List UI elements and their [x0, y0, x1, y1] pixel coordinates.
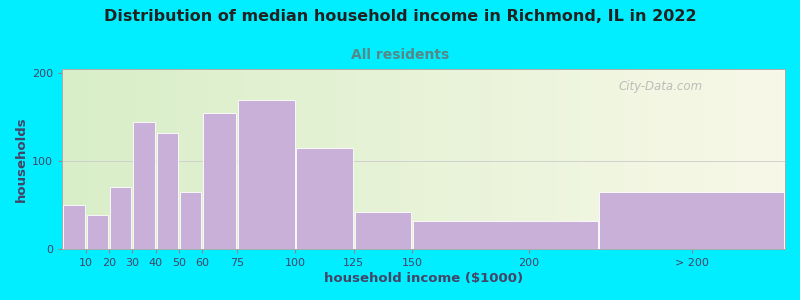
Bar: [354, 212, 411, 249]
Bar: [203, 113, 236, 249]
Bar: [296, 148, 353, 249]
X-axis label: household income ($1000): household income ($1000): [324, 272, 523, 285]
Text: City-Data.com: City-Data.com: [618, 80, 703, 94]
Text: Distribution of median household income in Richmond, IL in 2022: Distribution of median household income …: [104, 9, 696, 24]
Y-axis label: households: households: [15, 116, 28, 202]
Bar: [110, 188, 131, 249]
Bar: [63, 205, 85, 249]
Bar: [86, 215, 108, 249]
Bar: [413, 221, 598, 249]
Text: All residents: All residents: [351, 48, 449, 62]
Bar: [133, 122, 154, 249]
Bar: [180, 192, 202, 249]
Bar: [157, 133, 178, 249]
Bar: [599, 192, 784, 249]
Bar: [238, 100, 294, 249]
